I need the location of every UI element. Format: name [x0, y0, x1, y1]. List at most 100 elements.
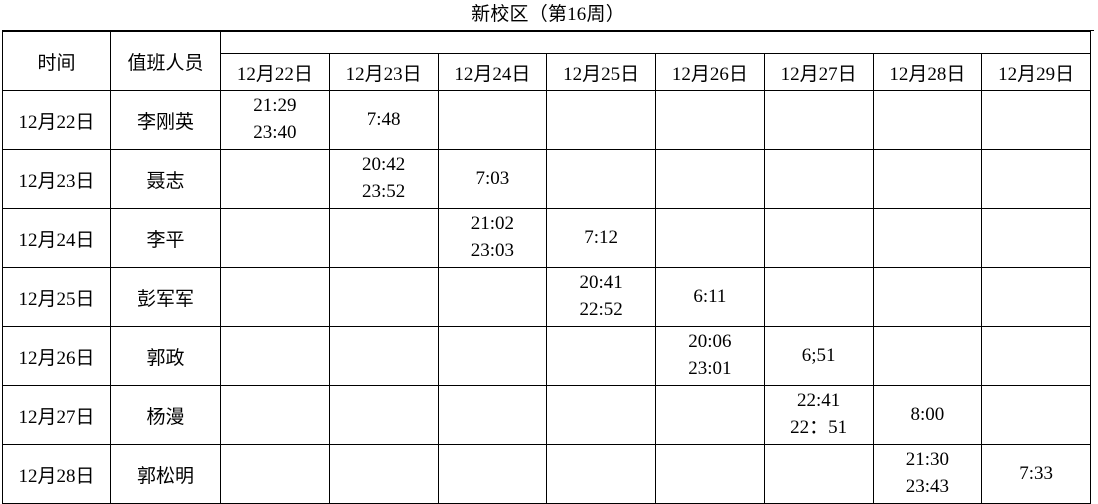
- cell-duty-person[interactable]: 李平: [110, 208, 221, 268]
- column-header-date: 12月25日: [546, 53, 656, 91]
- table-row: 12月28日 郭松明 21:30 23:43 7:33: [2, 444, 1091, 504]
- cell-time-entry[interactable]: 21:02 23:03: [437, 208, 548, 268]
- cell-empty[interactable]: [763, 149, 874, 209]
- time-value: 21:30: [905, 449, 950, 471]
- cell-empty[interactable]: [437, 267, 548, 327]
- cell-empty[interactable]: [220, 326, 330, 386]
- table-row: 12月27日 杨漫 22:41 22：51 8:00: [2, 385, 1091, 445]
- cell-empty[interactable]: [655, 385, 765, 445]
- cell-empty[interactable]: [546, 90, 656, 150]
- cell-empty[interactable]: [655, 444, 765, 504]
- duty-roster-table: 时间 值班人员 12月22日 12月23日 12月24日 12月25日 12月2…: [2, 31, 1091, 504]
- cell-empty[interactable]: [981, 90, 1091, 150]
- cell-empty[interactable]: [981, 149, 1091, 209]
- cell-empty[interactable]: [655, 90, 765, 150]
- time-value: 7:33: [1019, 462, 1054, 484]
- column-header-date: 12月23日: [328, 53, 439, 91]
- header-row-dates: 12月22日 12月23日 12月24日 12月25日 12月26日 12月27…: [3, 53, 1091, 91]
- time-value: 20:41: [579, 272, 623, 294]
- cell-empty[interactable]: [328, 385, 439, 445]
- column-header-date: 12月24日: [437, 53, 548, 91]
- cell-date-label[interactable]: 12月22日: [2, 90, 111, 150]
- cell-empty[interactable]: [546, 326, 656, 386]
- column-header-time: 时间: [2, 31, 111, 91]
- cell-duty-person[interactable]: 聂志: [110, 149, 221, 209]
- cell-empty[interactable]: [546, 149, 656, 209]
- time-value: 22:52: [579, 299, 623, 320]
- cell-time-entry[interactable]: 20:42 23:52: [328, 149, 439, 209]
- cell-time-entry[interactable]: 7:33: [981, 444, 1091, 504]
- cell-duty-person[interactable]: 彭军军: [110, 267, 221, 327]
- cell-time-entry[interactable]: 22:41 22：51: [763, 385, 874, 445]
- column-header-date: 12月29日: [981, 53, 1091, 91]
- table-row: 12月25日 彭军军 20:41 22:52 6:11: [2, 267, 1091, 327]
- column-header-date: 12月26日: [655, 53, 765, 91]
- cell-empty[interactable]: [220, 385, 330, 445]
- cell-empty[interactable]: [220, 444, 330, 504]
- cell-empty[interactable]: [328, 444, 439, 504]
- cell-empty[interactable]: [655, 208, 765, 268]
- column-header-date: 12月27日: [763, 53, 874, 91]
- time-value: 23:01: [688, 358, 732, 379]
- cell-empty[interactable]: [220, 267, 330, 327]
- cell-date-label[interactable]: 12月25日: [2, 267, 111, 327]
- column-header-date: 12月22日: [220, 53, 330, 91]
- cell-date-label[interactable]: 12月27日: [2, 385, 111, 445]
- cell-empty[interactable]: [872, 267, 983, 327]
- table-row: 12月23日 聂志 20:42 23:52 7:03: [2, 149, 1091, 209]
- cell-date-label[interactable]: 12月23日: [2, 149, 111, 209]
- cell-empty[interactable]: [763, 444, 874, 504]
- cell-empty[interactable]: [437, 444, 548, 504]
- cell-empty[interactable]: [328, 326, 439, 386]
- cell-duty-person[interactable]: 郭政: [110, 326, 221, 386]
- cell-empty[interactable]: [872, 326, 983, 386]
- cell-empty[interactable]: [763, 90, 874, 150]
- cell-empty[interactable]: [763, 267, 874, 327]
- cell-time-entry[interactable]: 21:30 23:43: [872, 444, 983, 504]
- cell-time-entry[interactable]: 7:03: [437, 149, 548, 209]
- cell-empty[interactable]: [655, 149, 765, 209]
- cell-empty[interactable]: [437, 385, 548, 445]
- cell-duty-person[interactable]: 李刚英: [110, 90, 221, 150]
- cell-empty[interactable]: [437, 326, 548, 386]
- cell-time-entry[interactable]: 20:41 22:52: [546, 267, 656, 327]
- cell-empty[interactable]: [981, 267, 1091, 327]
- cell-time-entry[interactable]: 8:00: [872, 385, 983, 445]
- table-header: 时间 值班人员 12月22日 12月23日 12月24日 12月25日 12月2…: [2, 31, 1091, 91]
- cell-empty[interactable]: [981, 385, 1091, 445]
- cell-empty[interactable]: [437, 90, 548, 150]
- cell-time-entry[interactable]: 7:48: [328, 90, 439, 150]
- time-value: 20:42: [361, 154, 406, 176]
- table-body: 12月22日 李刚英 21:29 23:40 7:48 12月23日 聂志 20:42 23:5…: [2, 90, 1091, 504]
- cell-empty[interactable]: [872, 90, 983, 150]
- cell-date-label[interactable]: 12月28日: [2, 444, 111, 504]
- cell-duty-person[interactable]: 杨漫: [110, 385, 221, 445]
- time-value: 6;51: [801, 344, 836, 366]
- time-value: 6:11: [693, 285, 727, 307]
- cell-empty[interactable]: [981, 326, 1091, 386]
- cell-empty[interactable]: [872, 149, 983, 209]
- cell-date-label[interactable]: 12月24日: [2, 208, 111, 268]
- table-row: 12月22日 李刚英 21:29 23:40 7:48: [2, 90, 1091, 150]
- cell-duty-person[interactable]: 郭松明: [110, 444, 221, 504]
- cell-empty[interactable]: [981, 208, 1091, 268]
- time-value: 22：51: [790, 417, 848, 438]
- time-value: 23:52: [361, 181, 406, 202]
- cell-empty[interactable]: [763, 208, 874, 268]
- cell-time-entry[interactable]: 20:06 23:01: [655, 326, 765, 386]
- cell-time-entry[interactable]: 21:29 23:40: [220, 90, 330, 150]
- cell-empty[interactable]: [220, 149, 330, 209]
- cell-date-label[interactable]: 12月26日: [2, 326, 111, 386]
- cell-empty[interactable]: [546, 385, 656, 445]
- table-row: 12月24日 李平 21:02 23:03 7:12: [2, 208, 1091, 268]
- cell-empty[interactable]: [328, 267, 439, 327]
- cell-time-entry[interactable]: 6:11: [655, 267, 765, 327]
- cell-empty[interactable]: [220, 208, 330, 268]
- column-header-date: 12月28日: [872, 53, 983, 91]
- cell-empty[interactable]: [546, 444, 656, 504]
- cell-empty[interactable]: [872, 208, 983, 268]
- cell-time-entry[interactable]: 7:12: [546, 208, 656, 268]
- cell-time-entry[interactable]: 6;51: [763, 326, 874, 386]
- cell-empty[interactable]: [328, 208, 439, 268]
- time-value: 21:02: [470, 213, 515, 235]
